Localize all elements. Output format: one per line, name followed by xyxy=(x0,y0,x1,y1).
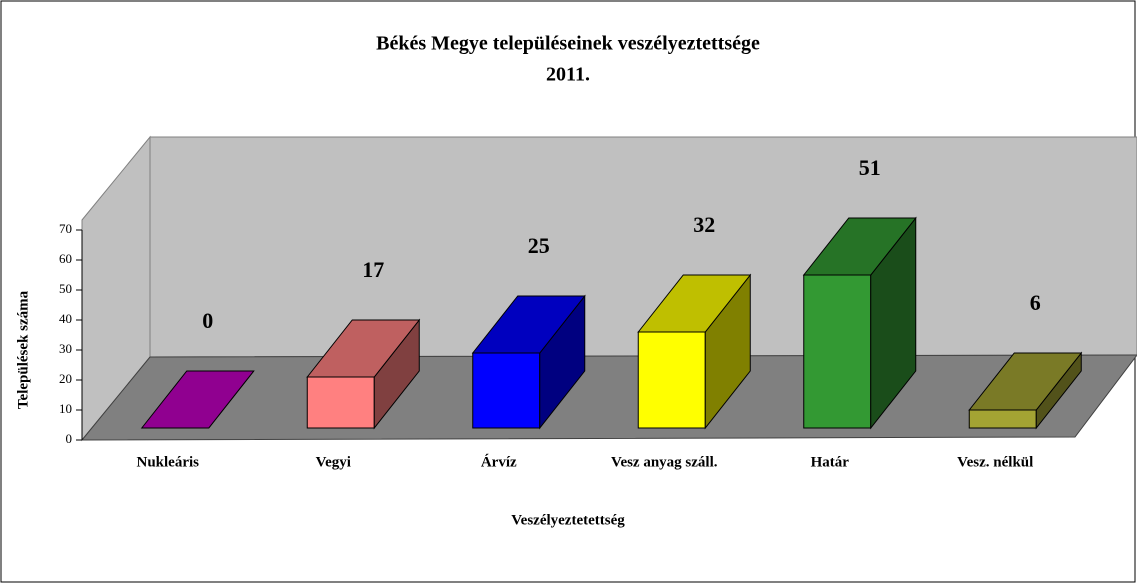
bar-front xyxy=(306,376,375,429)
bar-top xyxy=(140,370,255,429)
value-label: 6 xyxy=(1030,290,1041,315)
chart-title: Békés Megye településeinek veszélyeztett… xyxy=(376,33,760,55)
y-tick-label: 50 xyxy=(59,281,72,296)
y-tick-label: 10 xyxy=(59,401,72,416)
x-tick-label: Vegyi xyxy=(316,454,351,470)
value-label: 0 xyxy=(202,308,213,333)
bar-front xyxy=(637,331,706,429)
bar-top xyxy=(471,295,586,354)
value-label: 25 xyxy=(528,233,550,258)
bar-front xyxy=(472,352,541,429)
bar xyxy=(471,294,586,430)
x-tick-label: Nukleáris xyxy=(136,454,199,470)
bar-top xyxy=(968,352,1083,411)
bar-front xyxy=(968,409,1037,429)
bar-top xyxy=(802,217,917,276)
bar xyxy=(140,370,255,429)
y-tick-label: 20 xyxy=(59,371,72,386)
bar xyxy=(306,318,421,430)
x-axis-label: Veszélyeztetettség xyxy=(511,512,625,528)
x-tick-label: Vesz anyag száll. xyxy=(611,454,718,470)
y-tick-label: 60 xyxy=(59,251,72,266)
value-label: 17 xyxy=(362,257,384,282)
y-tick-label: 30 xyxy=(59,341,72,356)
x-tick-label: Vesz. nélkül xyxy=(957,454,1033,470)
bar xyxy=(968,351,1083,430)
bar xyxy=(802,216,917,430)
x-tick-label: Árvíz xyxy=(481,453,517,470)
bar-top xyxy=(306,319,421,378)
chart-subtitle: 2011. xyxy=(546,64,590,86)
value-label: 32 xyxy=(693,212,715,237)
y-tick-label: 0 xyxy=(66,431,73,446)
y-tick-label: 40 xyxy=(59,311,72,326)
value-label: 51 xyxy=(859,155,881,180)
bar-top xyxy=(637,274,752,333)
y-axis-label: Települések száma xyxy=(15,290,31,409)
bar xyxy=(637,273,752,430)
back-wall xyxy=(149,136,1137,358)
x-tick-label: Határ xyxy=(811,454,850,470)
y-tick-label: 70 xyxy=(59,221,72,236)
bar-front xyxy=(803,274,872,429)
